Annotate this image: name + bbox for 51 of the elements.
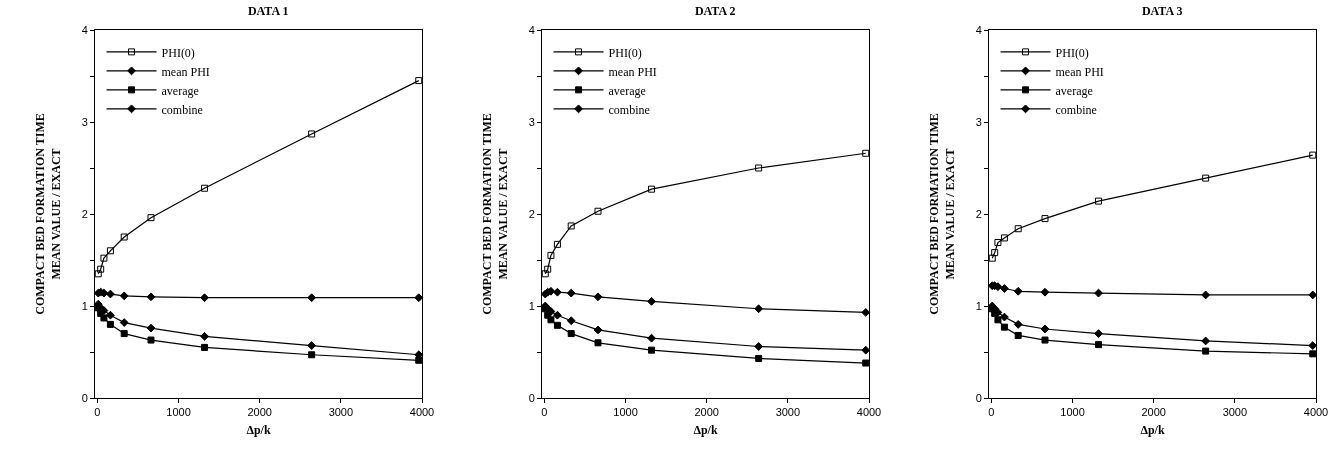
y-tick-label: 4	[975, 23, 982, 36]
x-tick-label: 1000	[166, 406, 191, 419]
y-tick-label: 2	[975, 207, 982, 220]
x-tick-label: 1000	[1060, 406, 1085, 419]
x-tick-label: 0	[988, 406, 995, 419]
y-axis-title: COMPACT BED FORMATION TIME MEAN VALUE / EXACT	[480, 113, 510, 315]
x-tick-label: 4000	[1303, 406, 1329, 419]
x-tick-label: 2000	[247, 406, 272, 419]
chart-title: DATA 2	[694, 4, 736, 19]
y-tick-label: 0	[975, 391, 982, 404]
y-tick-label: 2	[81, 207, 88, 220]
x-axis-title: Δp/k	[246, 423, 271, 438]
x-tick-label: 1000	[613, 406, 638, 419]
x-tick-label: 3000	[775, 406, 801, 419]
y-tick-label: 3	[528, 115, 535, 128]
legend-label: PHI(0)	[1055, 45, 1089, 60]
y-tick-label: 1	[81, 299, 88, 312]
legend-label: combine	[1055, 102, 1097, 117]
x-tick-label: 0	[94, 406, 101, 419]
legend-label: average	[1055, 83, 1093, 98]
legend-label: mean PHI	[1055, 64, 1104, 79]
legend-label: PHI(0)	[161, 45, 195, 60]
chart-title: DATA 3	[1141, 4, 1183, 19]
x-tick-label: 4000	[409, 406, 435, 419]
legend-label: average	[161, 83, 199, 98]
y-tick-label: 4	[81, 23, 88, 36]
legend-label: combine	[608, 102, 650, 117]
y-tick-label: 1	[975, 299, 982, 312]
legend-label: average	[608, 83, 646, 98]
legend-label: PHI(0)	[608, 45, 642, 60]
y-tick-label: 1	[528, 299, 535, 312]
x-tick-label: 2000	[1141, 406, 1166, 419]
y-tick-label: 4	[528, 23, 535, 36]
x-axis-title: Δp/k	[693, 423, 718, 438]
x-tick-label: 4000	[856, 406, 882, 419]
y-tick-label: 3	[975, 115, 982, 128]
x-tick-label: 0	[541, 406, 548, 419]
legend-label: mean PHI	[161, 64, 210, 79]
x-axis-title: Δp/k	[1140, 423, 1165, 438]
x-tick-label: 2000	[694, 406, 719, 419]
x-tick-label: 3000	[1222, 406, 1248, 419]
y-tick-label: 0	[528, 391, 535, 404]
y-axis-title: COMPACT BED FORMATION TIME MEAN VALUE / EXACT	[33, 113, 63, 315]
y-axis-title: COMPACT BED FORMATION TIME MEAN VALUE / EXACT	[927, 113, 957, 315]
y-tick-label: 3	[81, 115, 88, 128]
chart-title: DATA 1	[247, 4, 289, 19]
y-tick-label: 0	[81, 391, 88, 404]
y-tick-label: 2	[528, 207, 535, 220]
legend-label: mean PHI	[608, 64, 657, 79]
x-tick-label: 3000	[328, 406, 354, 419]
legend-label: combine	[161, 102, 203, 117]
